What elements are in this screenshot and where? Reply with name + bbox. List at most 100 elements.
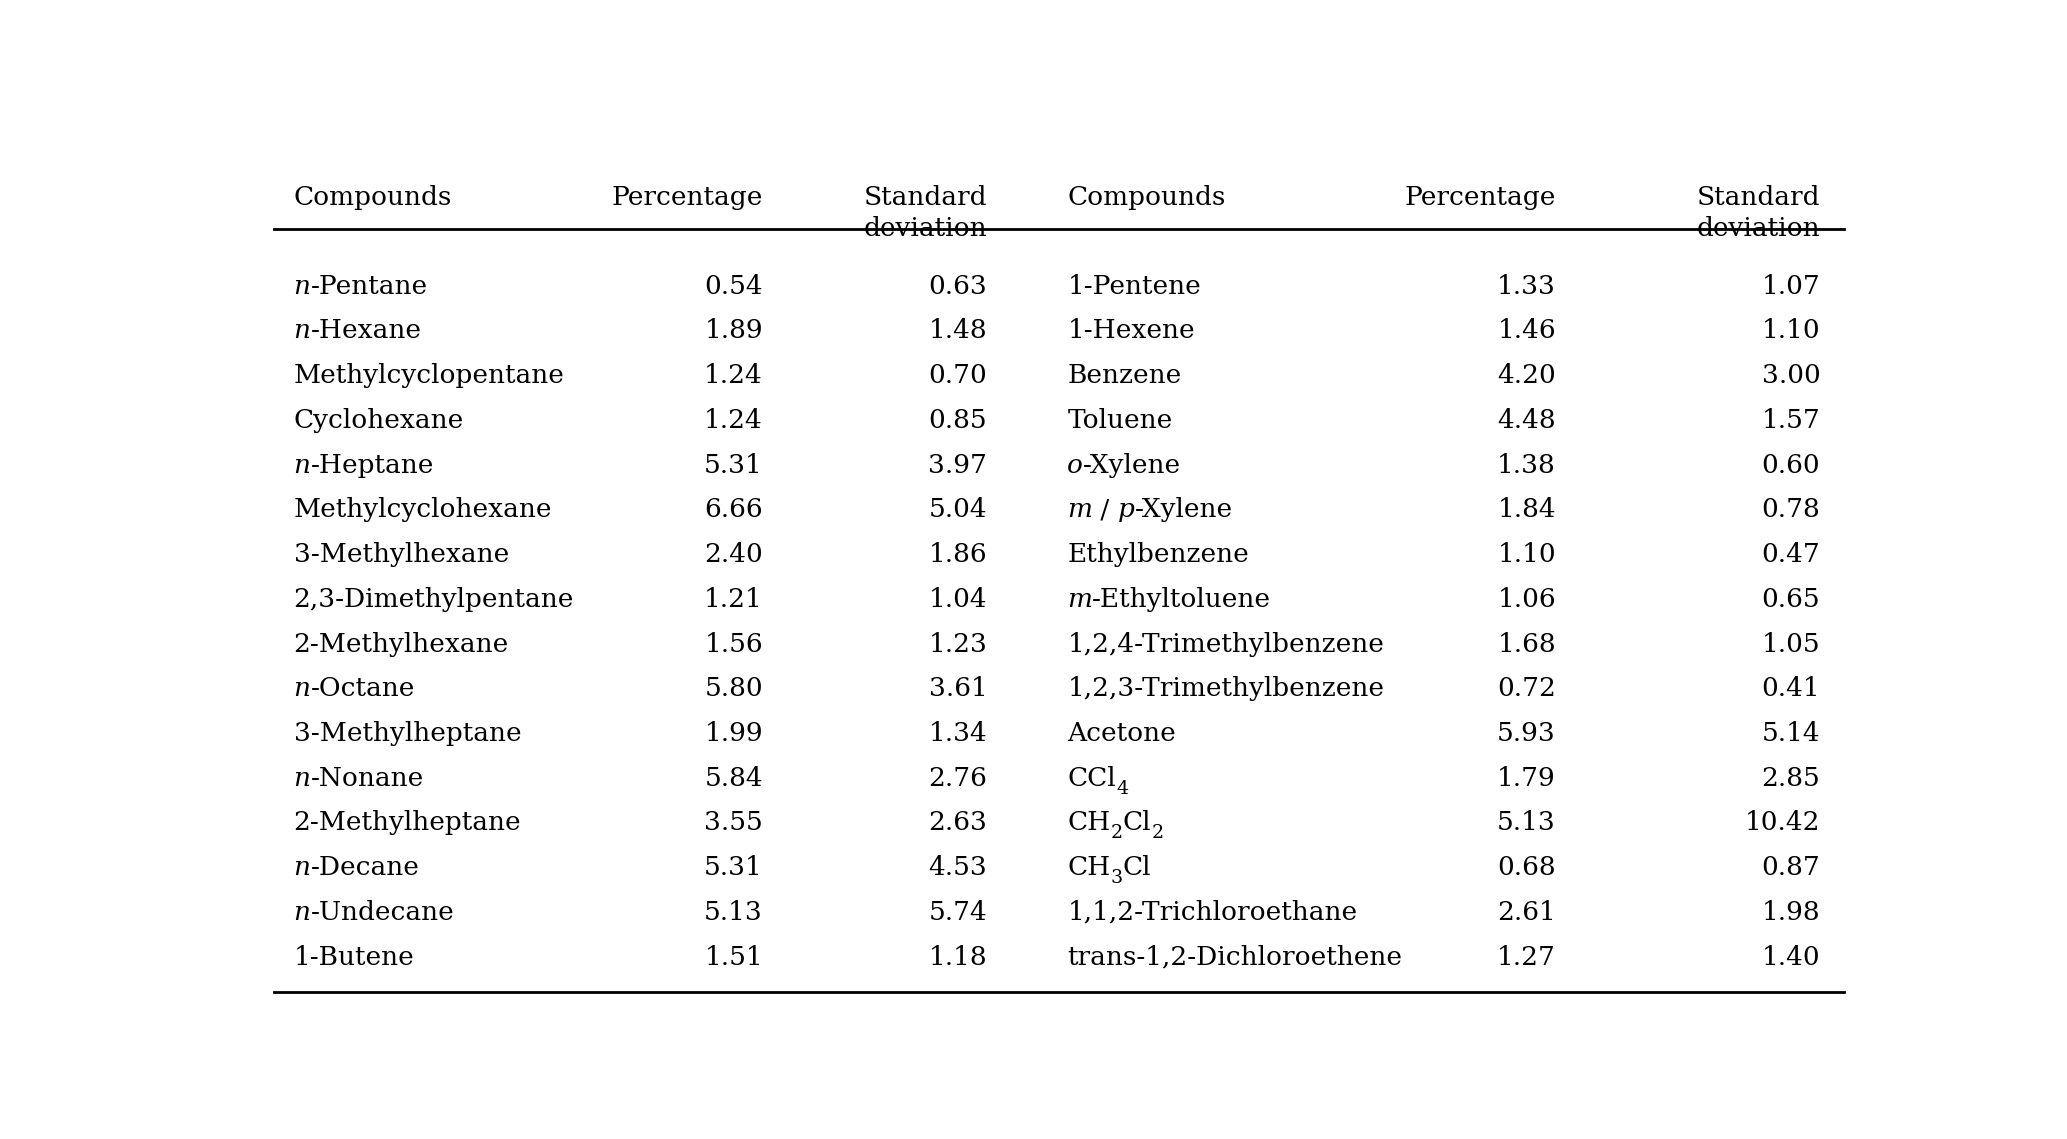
Text: Standard
deviation: Standard deviation — [864, 185, 988, 241]
Text: 0.54: 0.54 — [705, 273, 763, 298]
Text: 10.42: 10.42 — [1745, 811, 1821, 835]
Text: o: o — [1067, 452, 1083, 477]
Text: 1.79: 1.79 — [1497, 765, 1556, 790]
Text: 0.85: 0.85 — [928, 408, 988, 433]
Text: Methylcyclopentane: Methylcyclopentane — [294, 363, 564, 388]
Text: 1.68: 1.68 — [1497, 631, 1556, 656]
Text: 1.40: 1.40 — [1761, 944, 1821, 969]
Text: -Xylene: -Xylene — [1135, 498, 1234, 523]
Text: n: n — [294, 677, 310, 702]
Text: 1.27: 1.27 — [1497, 944, 1556, 969]
Text: 4.20: 4.20 — [1497, 363, 1556, 388]
Text: m: m — [1067, 587, 1091, 612]
Text: CH: CH — [1067, 855, 1110, 880]
Text: 2.61: 2.61 — [1497, 900, 1556, 925]
Text: 1.51: 1.51 — [705, 944, 763, 969]
Text: 1-Pentene: 1-Pentene — [1067, 273, 1201, 298]
Text: 3: 3 — [1110, 869, 1122, 887]
Text: 0.68: 0.68 — [1497, 855, 1556, 880]
Text: 1.10: 1.10 — [1497, 542, 1556, 567]
Text: Benzene: Benzene — [1067, 363, 1182, 388]
Text: 0.78: 0.78 — [1761, 498, 1821, 523]
Text: Standard
deviation: Standard deviation — [1697, 185, 1821, 241]
Text: 2.76: 2.76 — [928, 765, 988, 790]
Text: Cyclohexane: Cyclohexane — [294, 408, 463, 433]
Text: 3.00: 3.00 — [1761, 363, 1821, 388]
Text: n: n — [294, 452, 310, 477]
Text: 1,1,2-Trichloroethane: 1,1,2-Trichloroethane — [1067, 900, 1358, 925]
Text: 2.85: 2.85 — [1761, 765, 1821, 790]
Text: 1.98: 1.98 — [1761, 900, 1821, 925]
Text: 5.31: 5.31 — [705, 855, 763, 880]
Text: -Heptane: -Heptane — [310, 452, 434, 477]
Text: 0.70: 0.70 — [928, 363, 988, 388]
Text: Acetone: Acetone — [1067, 721, 1176, 746]
Text: 2-Methylheptane: 2-Methylheptane — [294, 811, 521, 835]
Text: 2.40: 2.40 — [705, 542, 763, 567]
Text: 4: 4 — [1116, 780, 1129, 797]
Text: -Decane: -Decane — [310, 855, 420, 880]
Text: 5.13: 5.13 — [705, 900, 763, 925]
Text: 1.48: 1.48 — [928, 319, 988, 344]
Text: Percentage: Percentage — [612, 185, 763, 210]
Text: 1.56: 1.56 — [705, 631, 763, 656]
Text: 6.66: 6.66 — [705, 498, 763, 523]
Text: 0.72: 0.72 — [1497, 677, 1556, 702]
Text: 5.04: 5.04 — [928, 498, 988, 523]
Text: n: n — [294, 273, 310, 298]
Text: 0.65: 0.65 — [1761, 587, 1821, 612]
Text: n: n — [294, 900, 310, 925]
Text: 3.55: 3.55 — [705, 811, 763, 835]
Text: 2: 2 — [1110, 825, 1122, 843]
Text: -Undecane: -Undecane — [310, 900, 455, 925]
Text: Compounds: Compounds — [294, 185, 453, 210]
Text: 2: 2 — [1151, 825, 1164, 843]
Text: n: n — [294, 855, 310, 880]
Text: 5.93: 5.93 — [1497, 721, 1556, 746]
Text: 1.34: 1.34 — [928, 721, 988, 746]
Text: /: / — [1091, 498, 1118, 523]
Text: 5.74: 5.74 — [928, 900, 988, 925]
Text: 0.41: 0.41 — [1761, 677, 1821, 702]
Text: 1.84: 1.84 — [1497, 498, 1556, 523]
Text: 0.87: 0.87 — [1761, 855, 1821, 880]
Text: Percentage: Percentage — [1406, 185, 1556, 210]
Text: -Nonane: -Nonane — [310, 765, 424, 790]
Text: 2.63: 2.63 — [928, 811, 988, 835]
Text: CH: CH — [1067, 811, 1110, 835]
Text: 4.53: 4.53 — [928, 855, 988, 880]
Text: Toluene: Toluene — [1067, 408, 1172, 433]
Text: trans-1,2-Dichloroethene: trans-1,2-Dichloroethene — [1067, 944, 1401, 969]
Text: Ethylbenzene: Ethylbenzene — [1067, 542, 1248, 567]
Text: 3-Methylhexane: 3-Methylhexane — [294, 542, 508, 567]
Text: 0.60: 0.60 — [1761, 452, 1821, 477]
Text: 1.46: 1.46 — [1497, 319, 1556, 344]
Text: Methylcyclohexane: Methylcyclohexane — [294, 498, 552, 523]
Text: 1,2,3-Trimethylbenzene: 1,2,3-Trimethylbenzene — [1067, 677, 1385, 702]
Text: Compounds: Compounds — [1067, 185, 1226, 210]
Text: 3.61: 3.61 — [928, 677, 988, 702]
Text: 1.24: 1.24 — [705, 363, 763, 388]
Text: 1.33: 1.33 — [1497, 273, 1556, 298]
Text: 5.13: 5.13 — [1497, 811, 1556, 835]
Text: n: n — [294, 319, 310, 344]
Text: 5.80: 5.80 — [705, 677, 763, 702]
Text: 1.10: 1.10 — [1761, 319, 1821, 344]
Text: 1,2,4-Trimethylbenzene: 1,2,4-Trimethylbenzene — [1067, 631, 1385, 656]
Text: 1.23: 1.23 — [928, 631, 988, 656]
Text: -Pentane: -Pentane — [310, 273, 428, 298]
Text: 1.04: 1.04 — [928, 587, 988, 612]
Text: 1.57: 1.57 — [1761, 408, 1821, 433]
Text: 5.31: 5.31 — [705, 452, 763, 477]
Text: 1.38: 1.38 — [1497, 452, 1556, 477]
Text: CCl: CCl — [1067, 765, 1116, 790]
Text: 1.07: 1.07 — [1761, 273, 1821, 298]
Text: 3-Methylheptane: 3-Methylheptane — [294, 721, 521, 746]
Text: 3.97: 3.97 — [928, 452, 988, 477]
Text: 1.89: 1.89 — [705, 319, 763, 344]
Text: 1.99: 1.99 — [705, 721, 763, 746]
Text: 1-Hexene: 1-Hexene — [1067, 319, 1195, 344]
Text: 2,3-Dimethylpentane: 2,3-Dimethylpentane — [294, 587, 575, 612]
Text: Cl: Cl — [1122, 811, 1151, 835]
Text: 5.14: 5.14 — [1761, 721, 1821, 746]
